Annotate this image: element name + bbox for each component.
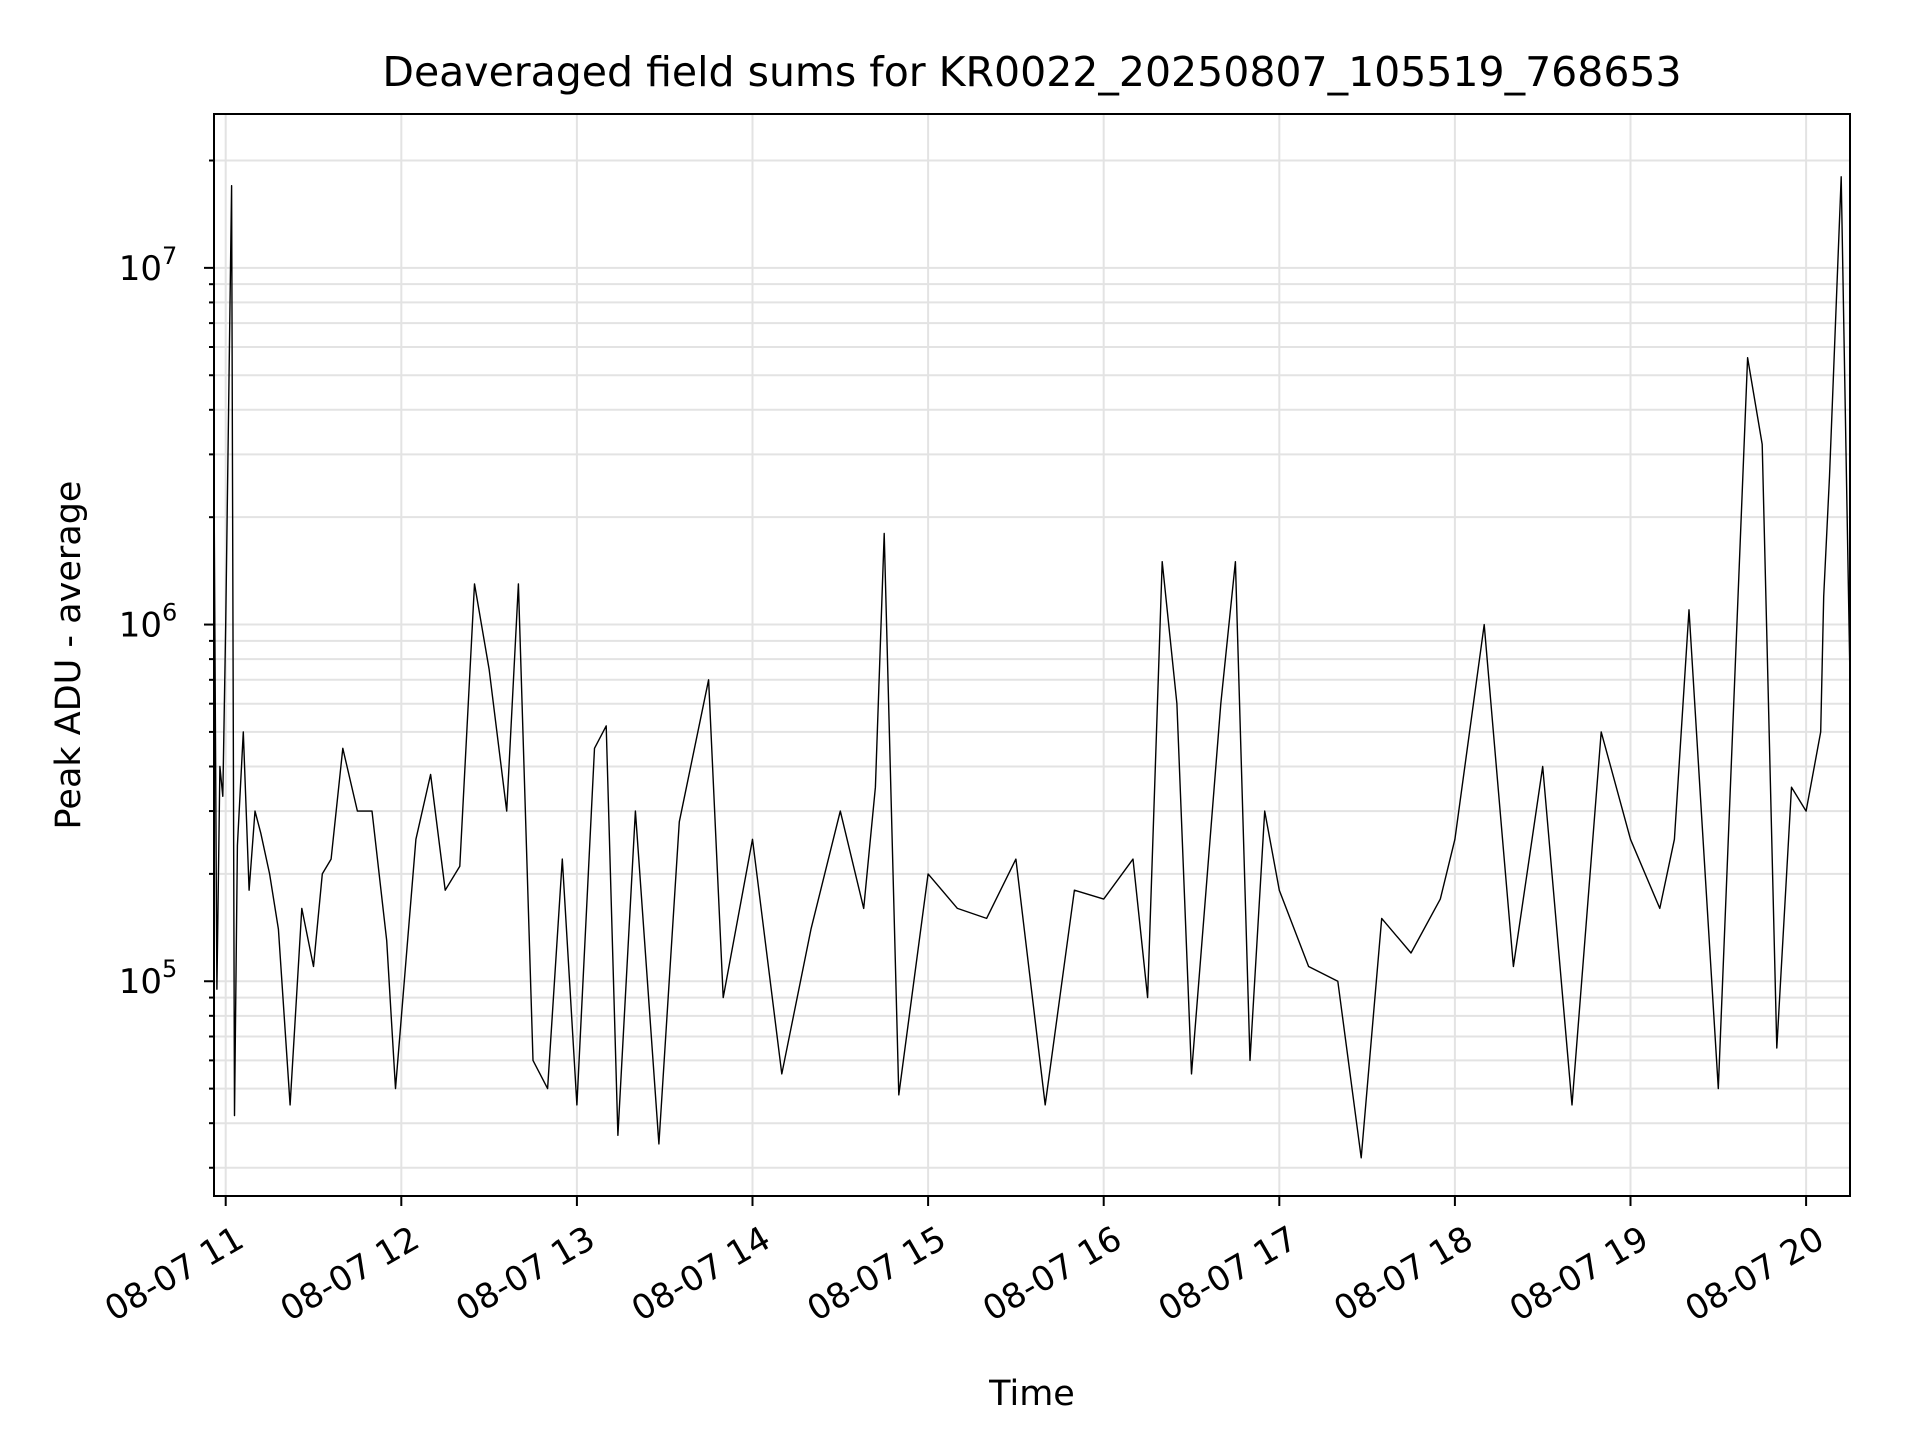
x-axis-label: Time [988,1374,1075,1414]
chart-title: Deaveraged field sums for KR0022_2025080… [382,48,1681,96]
y-tick-label: 105 [119,955,178,1002]
plot-frame [213,113,1851,1197]
y-tick-label: 106 [119,599,178,646]
y-axis-label: Peak ADU - average [49,481,89,830]
series-layer [213,176,1851,1159]
data-series-line [213,176,1851,1159]
grid-layer [214,114,1850,1196]
y-tick-label: 107 [119,242,178,289]
